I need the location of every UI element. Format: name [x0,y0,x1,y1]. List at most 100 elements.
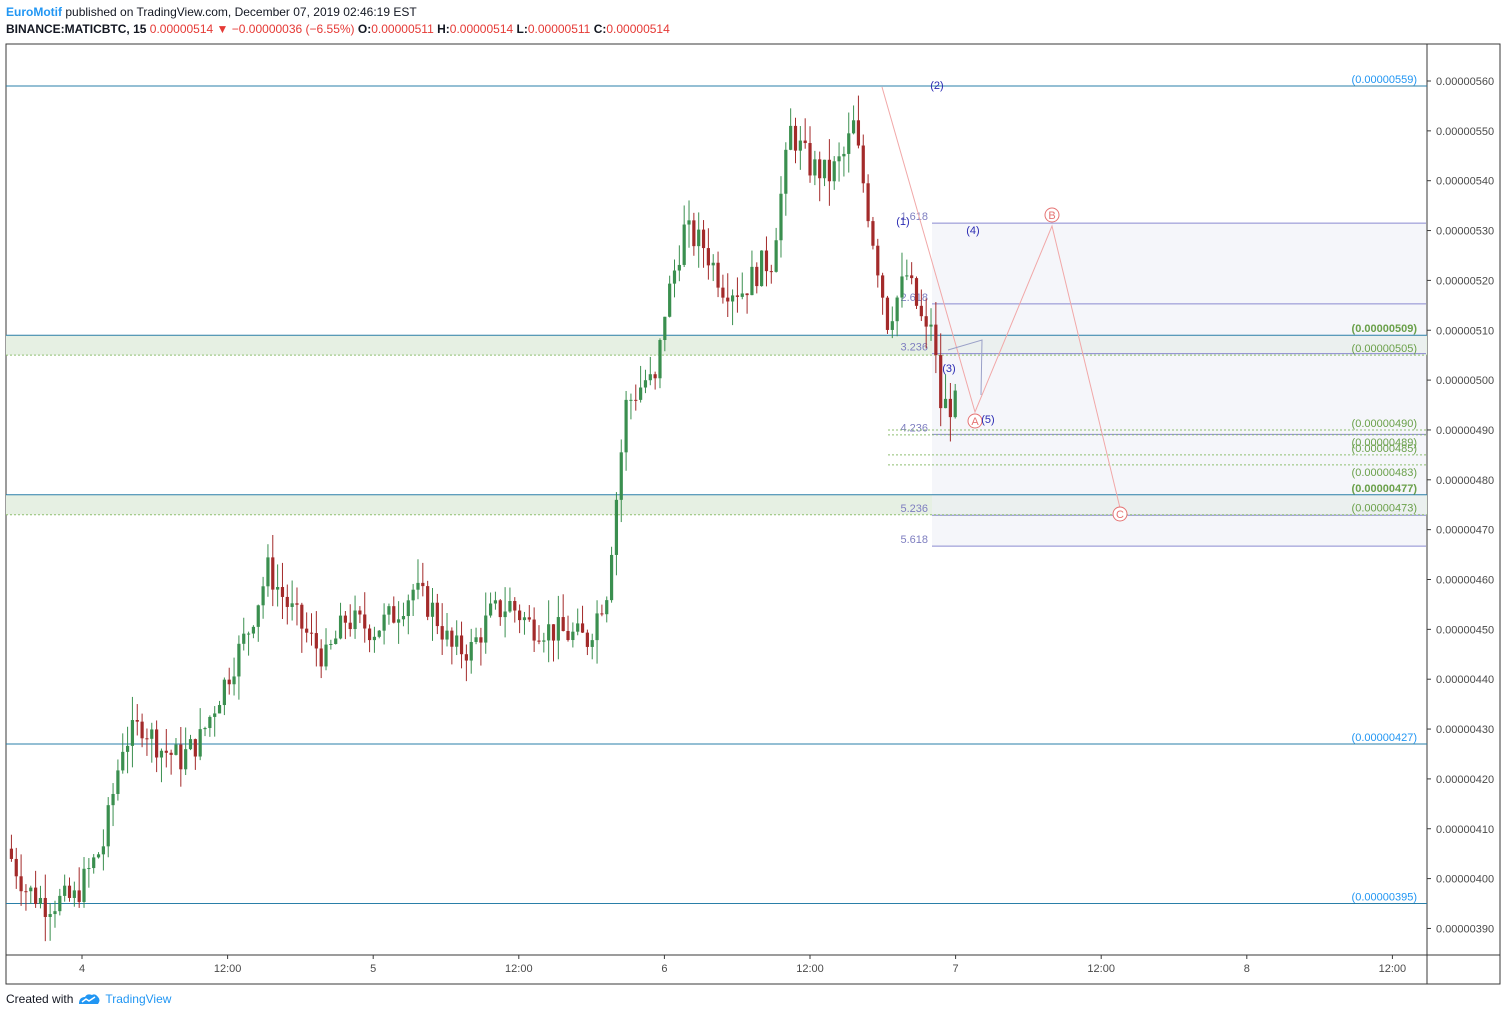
candle-body [29,887,33,892]
candle-body [658,340,662,379]
level-price-label: (0.00000509) [1352,323,1418,335]
candle-body [125,745,130,752]
candle-body [789,125,793,150]
x-tick-label: 12:00 [505,963,533,975]
x-tick-label: 12:00 [1087,963,1115,975]
candle-body [377,630,381,637]
candle-body [353,610,357,630]
candle-body [343,615,347,623]
high-value: 0.00000514 [449,22,514,36]
candle-body [847,133,851,154]
candle-body [668,283,672,317]
candle-body [822,159,827,179]
candle-body [372,636,377,641]
y-tick-label: 0.00000470 [1436,525,1494,537]
candle-body [793,125,798,151]
candle-body [416,582,420,590]
level-price-label: (0.00000483) [1352,467,1417,479]
candle-body [319,648,323,667]
candle-body [285,596,289,607]
candle-body [140,721,144,739]
candlestick-series [9,95,957,942]
candle-body [527,617,531,620]
candle-body [532,619,536,641]
y-tick-label: 0.00000430 [1436,724,1494,736]
candle-body [934,324,938,356]
candle-body [14,858,18,877]
candle-body [193,739,197,757]
y-tick-label: 0.00000510 [1436,325,1494,337]
candle-body [716,262,720,288]
candle-body [77,890,81,902]
candle-body [169,752,173,755]
candle-body [919,305,923,317]
open-label: O: [357,22,372,36]
y-tick-label: 0.00000530 [1436,226,1494,238]
fib-level-label: 5.618 [900,534,928,546]
wave-circle [1044,207,1060,223]
candle-body [266,557,270,587]
candle-body [701,229,706,249]
candle-body [818,159,822,179]
candle-body [9,848,14,859]
fib-level-label: 1.618 [900,211,928,223]
level-price-label: (0.00000473) [1352,503,1417,515]
fib-level-label: 3.236 [900,342,928,354]
candle-body [779,193,783,241]
candle-body [522,617,527,621]
candle-body [445,630,449,640]
candle-body [769,271,773,273]
x-tick-label: 5 [370,963,376,975]
candle-body [498,600,502,618]
candle-body [121,751,125,771]
elliott-wave-labels: (1) (2) (3) (4) (5) [896,80,994,426]
candle-body [290,603,294,607]
candle-body [198,729,202,757]
candle-body [876,245,880,276]
price-change: −0.00000036 (−6.55%) [231,22,355,36]
y-tick-label: 0.00000490 [1436,425,1494,437]
candle-body [764,250,769,272]
level-price-labels: (0.00000559) (0.00000509) (0.00000505) (0.0… [1352,74,1418,904]
candle-body [106,805,110,847]
time-axis[interactable]: 4 12:00 5 12:00 6 12:00 7 12:00 8 12:00 [79,955,1406,975]
candle-body [832,161,836,182]
y-tick-label: 0.00000520 [1436,275,1494,287]
candle-body [401,616,406,620]
candle-body [948,398,952,418]
candle-body [34,887,38,904]
candle-body [217,705,222,714]
candle-body [387,606,391,615]
candle-body [760,250,764,287]
price-axis[interactable]: 0.00000560 0.00000550 0.00000540 0.00000530… [1427,76,1494,935]
level-price-label: (0.00000489) [1352,437,1417,449]
candle-body [639,387,643,400]
abc-label: B [1048,210,1055,222]
author-link[interactable]: EuroMotif [6,5,62,19]
candle-body [730,295,735,302]
high-label: H: [437,22,450,36]
symbol-label[interactable]: BINANCE:MATICBTC, 15 [6,22,147,36]
candle-body [798,140,802,151]
candle-body [53,911,57,915]
candle-body [566,630,570,641]
candle-body [309,632,314,634]
y-tick-label: 0.00000450 [1436,624,1494,636]
candle-body [348,622,352,630]
level-price-label: (0.00000559) [1352,74,1417,86]
y-tick-label: 0.00000400 [1436,874,1494,886]
header-line-1: EuroMotif published on TradingView.com, … [6,5,417,19]
x-tick-label: 6 [661,963,667,975]
tradingview-logo-icon [79,994,100,1004]
x-tick-label: 8 [1244,963,1250,975]
candle-body [430,602,435,617]
candle-body [213,713,217,717]
tradingview-brand[interactable]: TradingView [105,992,172,1006]
abc-projection[interactable]: A B C [881,86,1128,522]
fib-extension-tool[interactable]: 1.618 2.618 3.236 4.236 5.236 5.618 [900,211,1426,547]
candle-body [406,600,410,617]
candle-body [96,854,101,858]
elliott-wave-label: (1) [896,216,909,228]
candle-body [561,617,565,631]
